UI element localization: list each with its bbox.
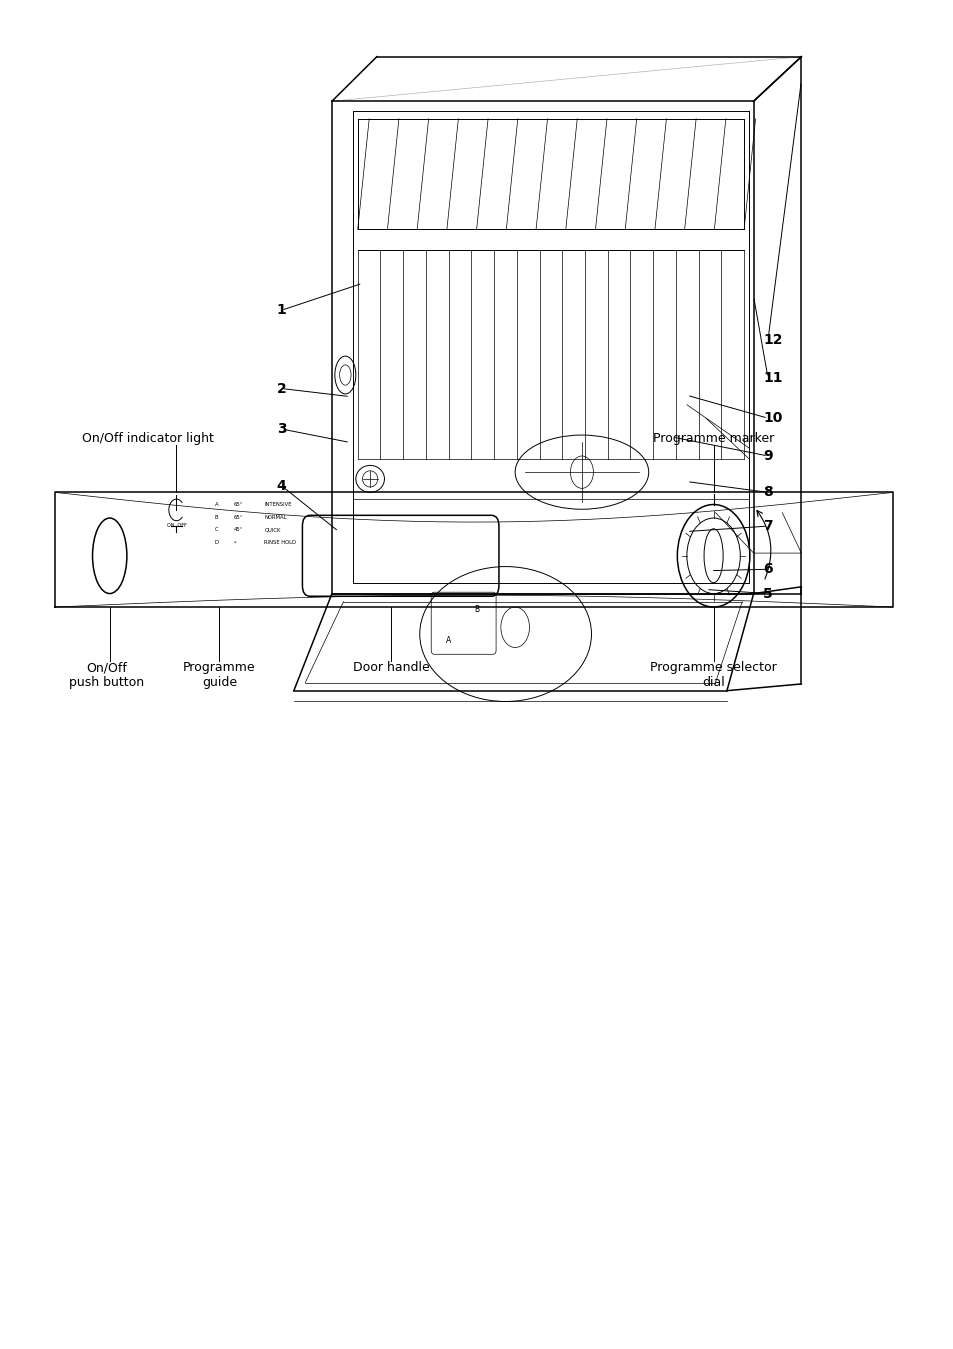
Text: INTENSIVE: INTENSIVE	[264, 502, 292, 507]
Text: 2: 2	[276, 382, 286, 395]
Text: 45°: 45°	[233, 527, 243, 533]
Text: 9: 9	[762, 449, 772, 463]
Text: 5: 5	[762, 587, 772, 600]
Text: B: B	[214, 514, 218, 519]
Text: Programme selector
dial: Programme selector dial	[650, 661, 776, 689]
Text: C: C	[214, 527, 218, 533]
Text: *: *	[233, 540, 236, 545]
Text: Programme marker: Programme marker	[652, 432, 774, 445]
Text: On/Off
push button: On/Off push button	[70, 661, 144, 689]
Text: 1: 1	[276, 304, 286, 317]
Text: 6: 6	[762, 563, 772, 576]
Text: RINSE HOLD: RINSE HOLD	[264, 540, 296, 545]
Text: 3: 3	[276, 422, 286, 436]
Text: ON  OFF: ON OFF	[167, 523, 186, 529]
Text: A: A	[445, 637, 451, 645]
Text: A: A	[214, 502, 218, 507]
Text: 11: 11	[762, 371, 781, 384]
Text: 65°: 65°	[233, 502, 243, 507]
Text: NORMAL: NORMAL	[264, 514, 287, 519]
Text: 8: 8	[762, 486, 772, 499]
Text: 65°: 65°	[233, 514, 243, 519]
Text: D: D	[214, 540, 218, 545]
Text: Programme
guide: Programme guide	[183, 661, 255, 689]
Text: 7: 7	[762, 519, 772, 533]
Text: On/Off indicator light: On/Off indicator light	[82, 432, 213, 445]
Text: B: B	[474, 606, 479, 614]
Text: 12: 12	[762, 333, 781, 347]
Text: Door handle: Door handle	[353, 661, 429, 674]
Text: 4: 4	[276, 479, 286, 492]
Text: 10: 10	[762, 411, 781, 425]
Text: QUICK: QUICK	[264, 527, 280, 533]
